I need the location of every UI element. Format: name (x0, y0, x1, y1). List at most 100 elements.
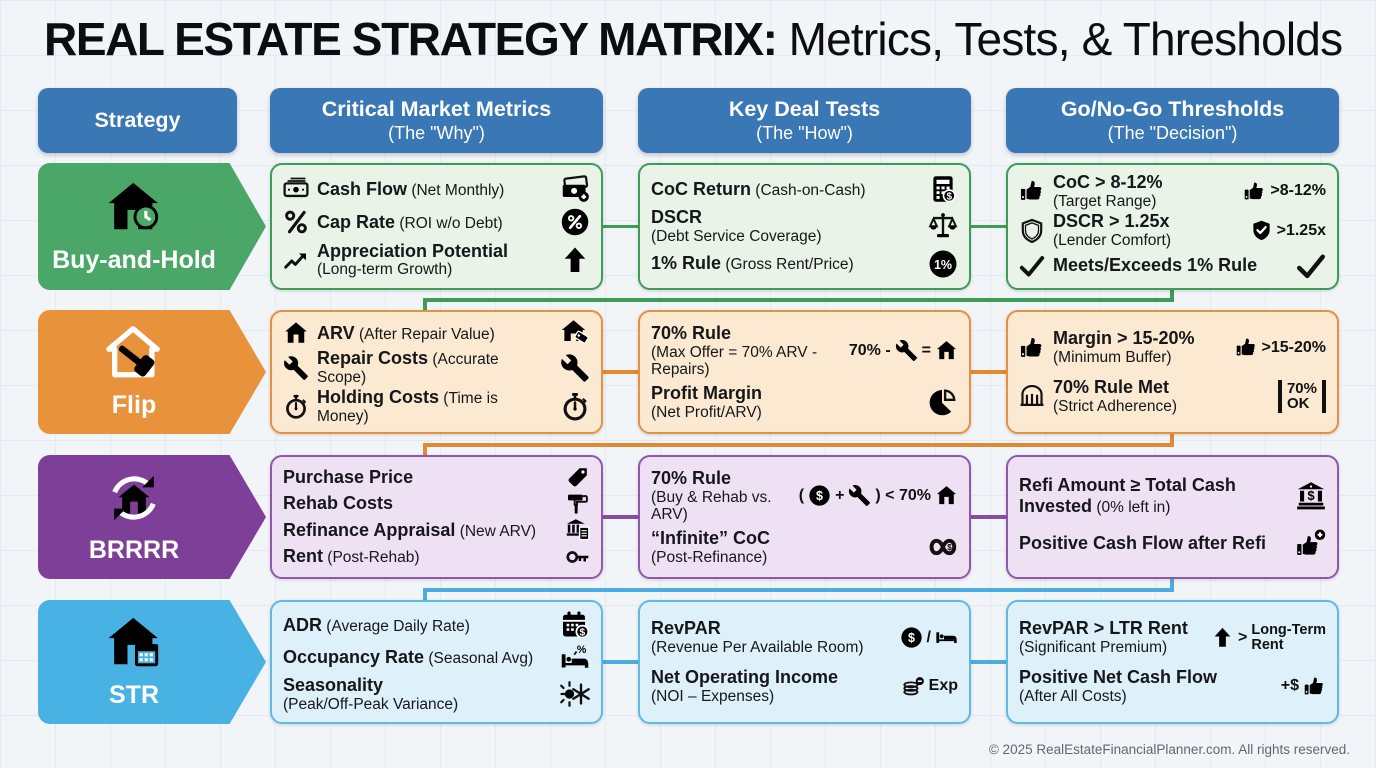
calculator-dollar-icon: $ (928, 174, 958, 204)
header-key-deal-tests: Key Deal Tests (The "How") (638, 88, 971, 153)
flip-tests-item: 70% Rule (Max Offer = 70% ARV - Repairs) 7… (651, 323, 958, 379)
item-right-annotation (566, 492, 590, 516)
house-calendar-icon (105, 614, 163, 672)
item-label: CoC Return (651, 178, 751, 199)
str-metrics-item: ADR (Average Daily Rate) $ (283, 610, 590, 640)
row-connector-line (969, 515, 1006, 519)
str-metrics-item: Seasonality (Peak/Off-Peak Variance) (283, 675, 590, 713)
trend-up-icon (283, 247, 309, 273)
item-text: Seasonality (Peak/Off-Peak Variance) (283, 675, 552, 713)
stopwatch-icon (283, 394, 309, 420)
item-text: ADR (Average Daily Rate) (283, 615, 552, 636)
annotation-text: + (835, 486, 845, 504)
item-text: CoC > 8-12% (Target Range) (1053, 172, 1235, 210)
item-text: RevPAR > LTR Rent (Significant Premium) (1019, 618, 1203, 656)
header-sublabel: (The "How") (756, 122, 853, 143)
flow-connector-line (1170, 431, 1174, 445)
buy-and-hold-thresholds-item: Meets/Exceeds 1% Rule (1019, 251, 1326, 281)
item-text: 1% Rule (Gross Rent/Price) (651, 253, 920, 274)
item-label: Appreciation Potential (317, 240, 509, 261)
item-right-annotation: >8-12% (1243, 180, 1326, 203)
item-text: Profit Margin (Net Profit/ARV) (651, 383, 920, 421)
annotation-text: 70% - (848, 341, 891, 359)
thumbs-up-icon (1243, 180, 1266, 203)
item-text: Appreciation Potential (Long-term Growth) (317, 241, 552, 279)
brrrr-metrics-item: Refinance Appraisal (New ARV) (283, 518, 590, 542)
flip-tests-item: Profit Margin (Net Profit/ARV) (651, 383, 958, 421)
row-connector-line (601, 660, 638, 664)
item-label: Meets/Exceeds 1% Rule (1053, 255, 1258, 276)
item-label: DSCR (651, 207, 703, 228)
item-label: Positive Net Cash Flow (1019, 667, 1218, 688)
item-text: Cash Flow (Net Monthly) (317, 179, 552, 200)
item-text: CoC Return (Cash-on-Cash) (651, 179, 920, 200)
buy-and-hold-thresholds-item: DSCR > 1.25x (Lender Comfort) >1.25x (1019, 211, 1326, 249)
item-label: RevPAR > LTR Rent (1019, 618, 1188, 639)
item-right-annotation (928, 387, 958, 417)
header-sublabel: (The "Why") (388, 122, 485, 143)
item-right-annotation: $ (928, 174, 958, 204)
str-tests-cell: RevPAR (Revenue Per Available Room) $ / Net … (638, 600, 971, 724)
item-right-annotation: > Long-Term Rent (1211, 622, 1326, 653)
flip-tests-cell: 70% Rule (Max Offer = 70% ARV - Repairs) 7… (638, 310, 971, 434)
scale-icon (928, 211, 958, 241)
item-right-annotation (928, 211, 958, 241)
brrrr-tests-item: 70% Rule (Buy & Rehab vs. ARV) ($ +) < 70% (651, 468, 958, 524)
item-label: 70% Rule (651, 322, 732, 343)
pie-chart-icon (928, 387, 958, 417)
svg-text:1%: 1% (934, 258, 952, 272)
item-right-annotation (566, 465, 590, 489)
item-label: Profit Margin (651, 383, 762, 404)
brrrr-metrics-item: Rehab Costs (283, 492, 590, 516)
item-sublabel: (Target Range) (1053, 193, 1157, 211)
item-label: RevPAR (651, 618, 721, 639)
page-title: REAL ESTATE STRATEGY MATRIX: Metrics, Tes… (44, 12, 1343, 66)
item-sublabel: (Accurate Scope) (317, 351, 499, 387)
flip-metrics-cell: ARV (After Repair Value) Repair Costs (Ac… (270, 310, 603, 434)
house-icon (283, 320, 309, 346)
brrrr-thresholds-item: Refi Amount ≥ Total Cash Invested (0% le… (1019, 475, 1326, 517)
item-sublabel: (Post-Refinance) (651, 548, 768, 566)
item-text: Occupancy Rate (Seasonal Avg) (283, 647, 552, 668)
row-connector-line (969, 224, 1006, 228)
header-go-no-go-thresholds: Go/No-Go Thresholds (The "Decision") (1006, 88, 1339, 153)
buy-and-hold-metrics-item: Appreciation Potential (Long-term Growth) (283, 241, 590, 279)
strategy-label: Buy-and-Hold (52, 245, 216, 274)
flip-thresholds-cell: Margin > 15-20% (Minimum Buffer) >15-20% 70… (1006, 310, 1339, 434)
item-text: 70% Rule Met (Strict Adherence) (1053, 377, 1270, 415)
item-text: Cap Rate (ROI w/o Debt) (317, 212, 552, 233)
item-right-annotation: 70% - = (849, 339, 958, 362)
thumbs-up-icon (1019, 335, 1045, 361)
flow-connector-line (423, 298, 427, 313)
flow-connector-line (423, 298, 1174, 302)
shield-check-icon (1250, 219, 1273, 242)
header-label: Go/No-Go Thresholds (1060, 97, 1285, 122)
house-icon (935, 339, 958, 362)
header-sublabel: (The "Decision") (1107, 122, 1238, 143)
stopwatch-icon (560, 392, 590, 422)
svg-text:$: $ (946, 192, 952, 203)
item-right-annotation: 70% OK (1277, 379, 1326, 413)
check-icon (1296, 251, 1326, 281)
annotation-text: >15-20% (1261, 338, 1327, 356)
item-right-annotation: 1% (928, 249, 958, 279)
thumbs-up-icon (1019, 178, 1045, 204)
item-right-annotation (566, 518, 590, 542)
svg-text:$: $ (816, 489, 823, 503)
brrrr-tests-cell: 70% Rule (Buy & Rehab vs. ARV) ($ +) < 70% “… (638, 455, 971, 579)
flip-metrics-item: Repair Costs (Accurate Scope) (283, 348, 590, 387)
header-critical-market-metrics: Critical Market Metrics (The "Why") (270, 88, 603, 153)
item-right-annotation (560, 207, 590, 237)
annotation-text: >8-12% (1270, 182, 1326, 200)
shield-icon (1019, 218, 1045, 244)
item-sublabel: (Peak/Off-Peak Variance) (283, 696, 459, 714)
item-text: RevPAR (Revenue Per Available Room) (651, 618, 892, 656)
percent-icon (283, 209, 309, 235)
item-text: “Infinite” CoC (Post-Refinance) (651, 528, 920, 566)
annotation-text: ( (798, 486, 805, 504)
flip-metrics-item: Holding Costs (Time is Money) (283, 387, 590, 426)
item-label: “Infinite” CoC (651, 528, 770, 549)
str-thresholds-item: RevPAR > LTR Rent (Significant Premium) > L… (1019, 618, 1326, 656)
row-connector-line (969, 660, 1006, 664)
coins-minus-icon (902, 675, 925, 698)
